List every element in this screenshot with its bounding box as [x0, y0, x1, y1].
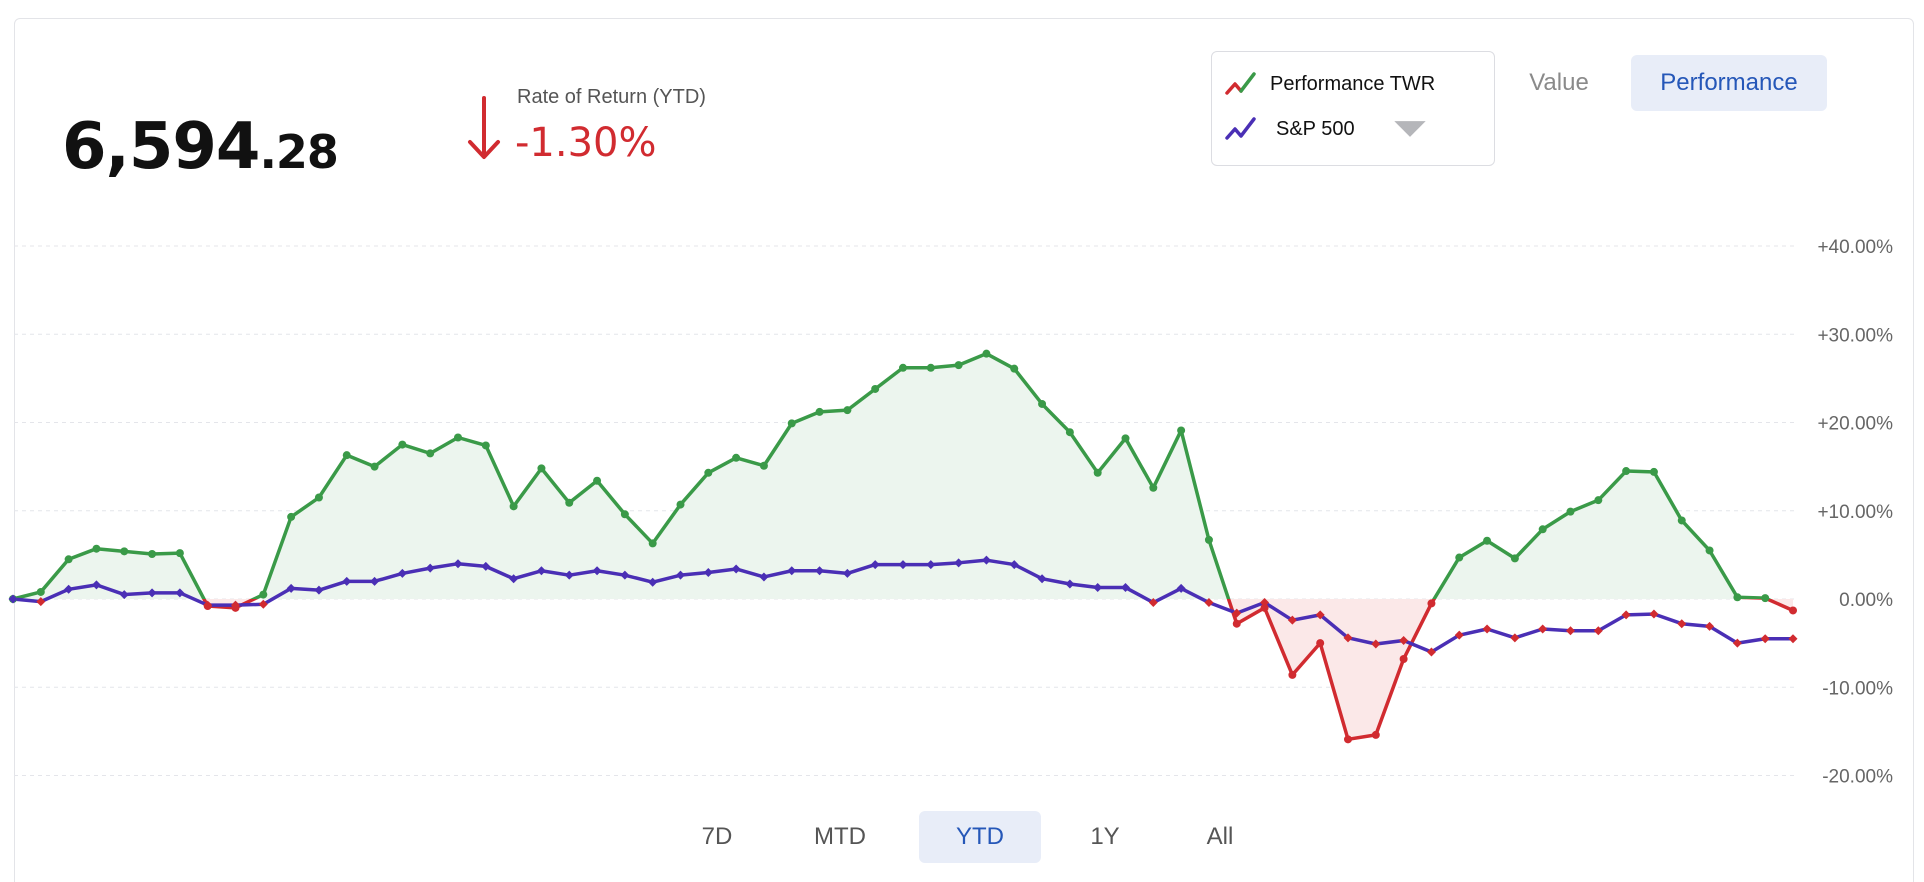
balance-decimal: .28: [259, 125, 338, 179]
balance-integer: 6,594: [62, 110, 260, 184]
caret-down-icon[interactable]: [1393, 114, 1427, 144]
range-1y-button[interactable]: 1Y: [1090, 823, 1120, 850]
range-7d-button[interactable]: 7D: [701, 823, 733, 850]
range-ytd-button[interactable]: YTD: [919, 811, 1041, 863]
legend-label-performance-twr: Performance TWR: [1270, 72, 1436, 95]
legend-item-sp500[interactable]: S&P 500: [1224, 114, 1427, 144]
range-mtd-button[interactable]: MTD: [814, 823, 866, 850]
performance-toggle-button[interactable]: Performance: [1631, 55, 1827, 111]
chart-legend[interactable]: Performance TWR S&P 500: [1211, 51, 1495, 166]
time-range-selector: 7D MTD YTD 1Y All: [0, 811, 1924, 865]
range-all-button[interactable]: All: [1206, 823, 1234, 850]
trend-line-icon: [1225, 117, 1256, 140]
value-toggle-button[interactable]: Value: [1529, 69, 1589, 96]
trend-line-icon: [1225, 72, 1256, 95]
rate-of-return-label: Rate of Return (YTD): [517, 86, 706, 108]
portfolio-balance: 6,594.28: [62, 110, 339, 184]
arrow-down-icon: [468, 96, 500, 159]
legend-label-sp500: S&P 500: [1276, 117, 1355, 140]
rate-of-return-value: -1.30%: [515, 120, 657, 166]
legend-item-performance-twr[interactable]: Performance TWR: [1224, 69, 1435, 99]
